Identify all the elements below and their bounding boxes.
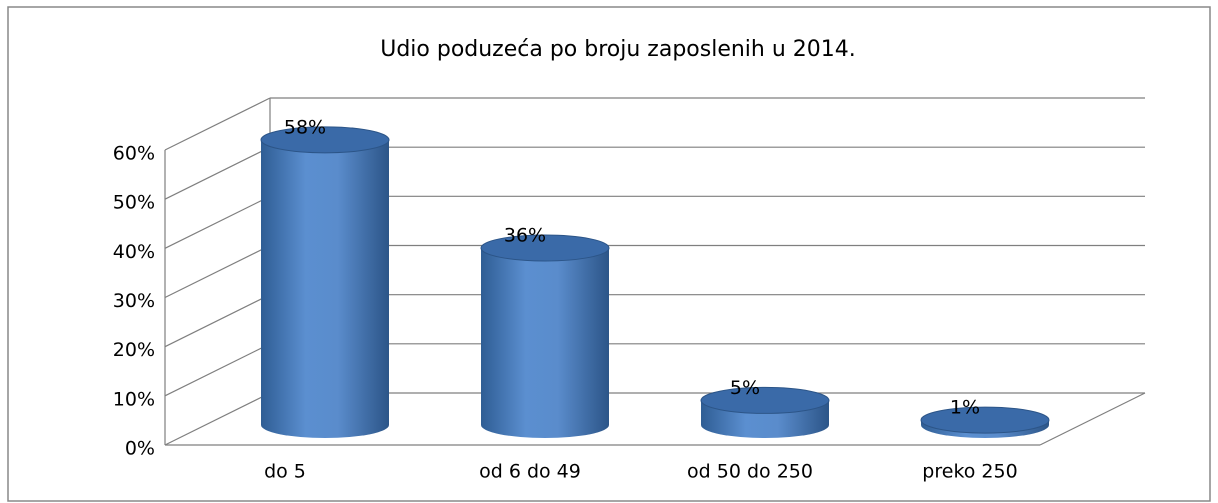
cylinder-bottom [481,412,609,438]
cylinder-top [920,406,1050,434]
side-grid-line [164,97,271,151]
x-tick-label: od 6 do 49 [479,461,581,483]
cylinder [260,126,390,438]
side-grid-line [164,294,271,348]
side-grid-line [164,195,271,249]
cylinder [920,406,1050,438]
x-tick-label: do 5 [264,461,306,483]
y-tick-label: 0% [125,438,155,460]
data-label: 36% [504,225,546,247]
y-tick-label: 50% [113,192,155,214]
y-tick-label: 30% [113,290,155,312]
chart-title: Udio poduzeća po broju zaposlenih u 2014… [380,37,856,62]
data-label: 5% [730,377,760,399]
side-grid-line [164,343,271,397]
floor-right [1039,392,1146,446]
y-tick-label: 10% [113,388,155,410]
side-grid-line [164,244,271,299]
side-grid-line [164,146,271,200]
frame [7,6,1211,502]
y-tick-label: 20% [113,339,155,361]
cylinder-body [261,139,389,426]
cylinder [480,234,610,438]
side-grid-line [164,392,271,446]
cylinder-body [481,248,609,425]
x-tick-label: od 50 do 250 [687,461,813,483]
cylinder-top [700,386,830,414]
data-label: 58% [284,116,326,138]
data-label: 1% [950,397,980,419]
y-tick-label: 60% [113,143,155,165]
cylinder-bottom [701,412,829,438]
cylinder [700,386,830,438]
cylinder-top [260,126,390,154]
x-tick-label: preko 250 [922,461,1017,483]
y-tick-label: 40% [113,241,155,263]
cylinder-top [480,234,610,262]
cylinder-bottom [261,412,389,438]
